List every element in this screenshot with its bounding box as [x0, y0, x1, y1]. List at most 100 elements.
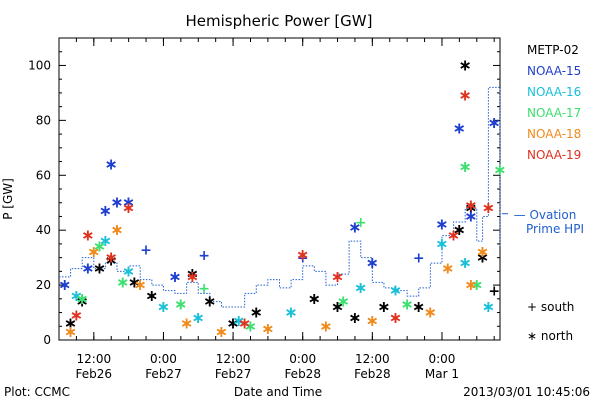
data-point: ∗ [58, 275, 71, 294]
data-point: ∗ [261, 319, 274, 338]
data-point: ∗ [348, 308, 361, 327]
data-point: ∗ [110, 193, 123, 212]
data-point: ∗ [192, 308, 205, 327]
data-point: ∗ [215, 322, 228, 341]
data-point: ∗ [435, 215, 448, 234]
data-point: ∗ [296, 245, 309, 264]
x-tick-label-date: Feb26 [76, 367, 113, 381]
data-point: ∗ [470, 275, 483, 294]
data-point: ∗ [99, 231, 112, 250]
data-point: ∗ [458, 157, 471, 176]
x-tick-label-time: 12:00 [216, 352, 251, 366]
data-point: ∗ [493, 160, 506, 179]
y-tick-label: 0 [43, 333, 51, 347]
ovation-label-1: — Ovation [514, 208, 577, 222]
data-point: ∗ [319, 316, 332, 335]
x-tick-label-time: 12:00 [77, 352, 112, 366]
data-point: ∗ [464, 206, 477, 225]
data-point: + [198, 248, 210, 264]
y-axis-label: P [GW] [1, 178, 15, 220]
data-point: ∗ [366, 311, 379, 330]
data-point: ∗ [453, 119, 466, 138]
data-point: ∗ [186, 264, 199, 283]
data-point: ∗ [64, 314, 77, 333]
x-tick-label-date: Feb28 [284, 367, 321, 381]
x-tick-label-date: Feb27 [215, 367, 252, 381]
data-point: ∗ [441, 259, 454, 278]
data-point: ∗ [435, 234, 448, 253]
y-tick-label: 20 [36, 278, 51, 292]
x-tick-label-date: Feb28 [354, 367, 391, 381]
legend-series-label: NOAA-18 [527, 127, 581, 141]
x-tick-label-time: 0:00 [150, 352, 177, 366]
data-point: ∗ [122, 261, 135, 280]
data-point: ∗ [70, 286, 83, 305]
data-point: ∗ [464, 195, 477, 214]
data-points: ∗∗∗∗∗∗∗∗∗∗∗ ∗∗∗ ∗∗∗∗∗+∗∗∗∗∗∗+∗+ +∗∗ +∗∗∗∗∗∗∗… [58, 55, 507, 340]
data-point: ∗ [81, 259, 94, 278]
data-point: ∗ [244, 316, 257, 335]
footer-left: Plot: CCMC [4, 385, 70, 399]
data-point: ∗ [250, 303, 263, 322]
data-point: ∗ [476, 242, 489, 261]
data-point: ∗ [412, 297, 425, 316]
data-point: ∗ [105, 250, 118, 269]
data-point: ∗ [122, 193, 135, 212]
legend-marker-label: ∗ north [527, 329, 573, 343]
data-point: ∗ [203, 292, 216, 311]
data-point: ∗ [308, 289, 321, 308]
data-point: ∗ [331, 267, 344, 286]
y-tick-label: 100 [28, 58, 51, 72]
legend-series-label: NOAA-17 [527, 106, 581, 120]
data-point: ∗ [93, 237, 106, 256]
data-point: ∗ [458, 86, 471, 105]
footer-center: Date and Time [234, 385, 322, 399]
data-point: ∗ [389, 281, 402, 300]
data-point: ∗ [389, 308, 402, 327]
data-point: ∗ [186, 267, 199, 286]
data-point: ∗ [331, 297, 344, 316]
data-point: ∗ [482, 297, 495, 316]
x-tick-label-time: 0:00 [289, 352, 316, 366]
y-tick-label: 80 [36, 113, 51, 127]
data-point: ∗ [226, 314, 239, 333]
legend-series-label: NOAA-15 [527, 64, 581, 78]
legend-series-label: METP-02 [527, 43, 579, 57]
legend-marker-label: + south [527, 300, 574, 314]
chart-title: Hemispheric Power [GW] [186, 12, 373, 30]
data-point: ∗ [76, 289, 89, 308]
data-point: ∗ [145, 286, 158, 305]
legend: METP-02 NOAA-15 NOAA-16 NOAA-17 NOAA-18 NOAA-… [527, 43, 581, 343]
data-point: ∗ [232, 311, 245, 330]
x-tick-label-time: 12:00 [355, 352, 390, 366]
data-point: ∗ [424, 303, 437, 322]
data-point: + [488, 284, 500, 300]
x-axis-ticks: 12:00Feb260:00Feb2712:00Feb270:00Feb2812… [58, 38, 495, 381]
x-tick-label-time: 0:00 [428, 352, 455, 366]
x-tick-label-date: Mar 1 [425, 367, 459, 381]
data-point: ∗ [128, 272, 141, 291]
data-point: ∗ [64, 322, 77, 341]
data-point: + [198, 281, 210, 297]
data-point: ∗ [284, 303, 297, 322]
data-point: ∗ [377, 297, 390, 316]
x-tick-label-date: Feb27 [145, 367, 182, 381]
data-point: ∗ [134, 275, 147, 294]
data-point: ∗ [354, 278, 367, 297]
data-point: ∗ [400, 294, 413, 313]
data-point: ∗ [110, 220, 123, 239]
y-tick-label: 60 [36, 168, 51, 182]
y-axis-ticks: 0 20 40 60 80 100 [28, 51, 500, 347]
data-point: ∗ [458, 253, 471, 272]
data-point: ∗ [482, 198, 495, 217]
data-point: ∗ [464, 198, 477, 217]
data-point: + [140, 242, 152, 258]
y-tick-label: 40 [36, 223, 51, 237]
data-point: ∗ [81, 226, 94, 245]
data-point: ∗ [122, 198, 135, 217]
data-point: ∗ [348, 217, 361, 236]
data-point: ∗ [70, 305, 83, 324]
data-point: ∗ [174, 294, 187, 313]
legend-series-label: NOAA-19 [527, 148, 581, 162]
